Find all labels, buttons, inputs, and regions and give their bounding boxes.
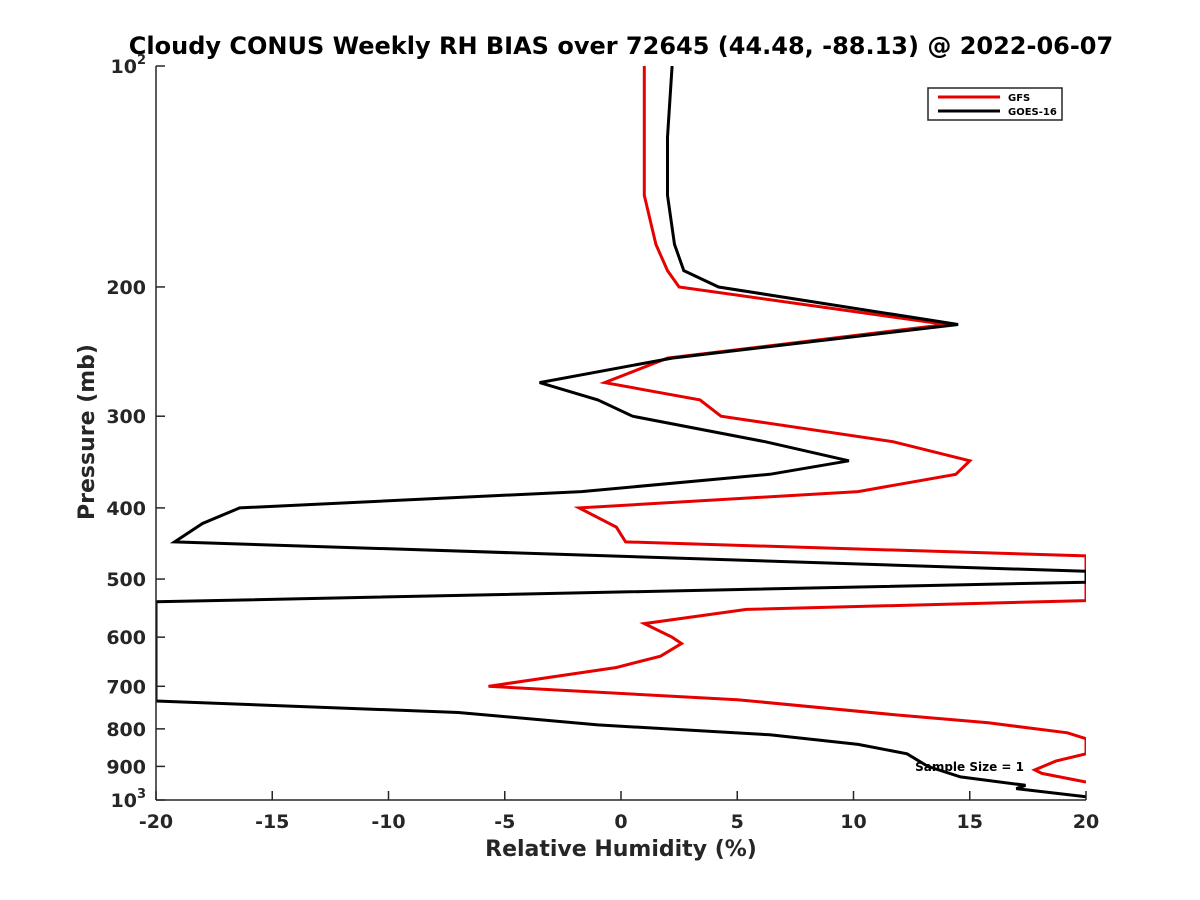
x-tick-label: -20 bbox=[139, 811, 173, 833]
x-tick-label: -10 bbox=[371, 811, 405, 833]
x-axis-label: Relative Humidity (%) bbox=[485, 837, 757, 862]
y-tick-label: 103 bbox=[111, 787, 147, 812]
y-tick-label: 102 bbox=[111, 53, 147, 78]
legend-box bbox=[927, 87, 1063, 121]
legend-label: GFS bbox=[1008, 93, 1030, 104]
y-tick-label: 900 bbox=[106, 756, 146, 778]
x-tick-label: -15 bbox=[255, 811, 289, 833]
x-tick-label: 15 bbox=[957, 811, 983, 833]
y-tick-label: 800 bbox=[106, 719, 146, 741]
legend-label: GOES-16 bbox=[1008, 107, 1057, 118]
series-line-goes-16 bbox=[156, 66, 1086, 799]
y-tick-label: 500 bbox=[106, 569, 146, 591]
y-axis-label: Pressure (mb) bbox=[75, 344, 100, 520]
chart-title: Cloudy CONUS Weekly RH BIAS over 72645 (… bbox=[129, 32, 1113, 60]
axes: -20 -15 -10 -5 0 5 10 15 20 102 200 300 400 500 600 700… bbox=[106, 53, 1099, 833]
x-tick-label: 20 bbox=[1073, 811, 1099, 833]
sample-size-annotation: Sample Size = 1 bbox=[915, 760, 1024, 774]
x-tick-label: 0 bbox=[614, 811, 627, 833]
x-tick-label: 5 bbox=[731, 811, 744, 833]
y-tick-label: 300 bbox=[106, 406, 146, 428]
legend: GFS GOES-16 bbox=[927, 87, 1063, 121]
y-tick-label: 400 bbox=[106, 498, 146, 520]
plot-lines bbox=[156, 66, 1086, 799]
y-tick-label: 200 bbox=[106, 277, 146, 299]
x-tick-label: 10 bbox=[840, 811, 866, 833]
y-tick-label: 700 bbox=[106, 676, 146, 698]
x-tick-label: -5 bbox=[494, 811, 515, 833]
y-tick-label: 600 bbox=[106, 627, 146, 649]
